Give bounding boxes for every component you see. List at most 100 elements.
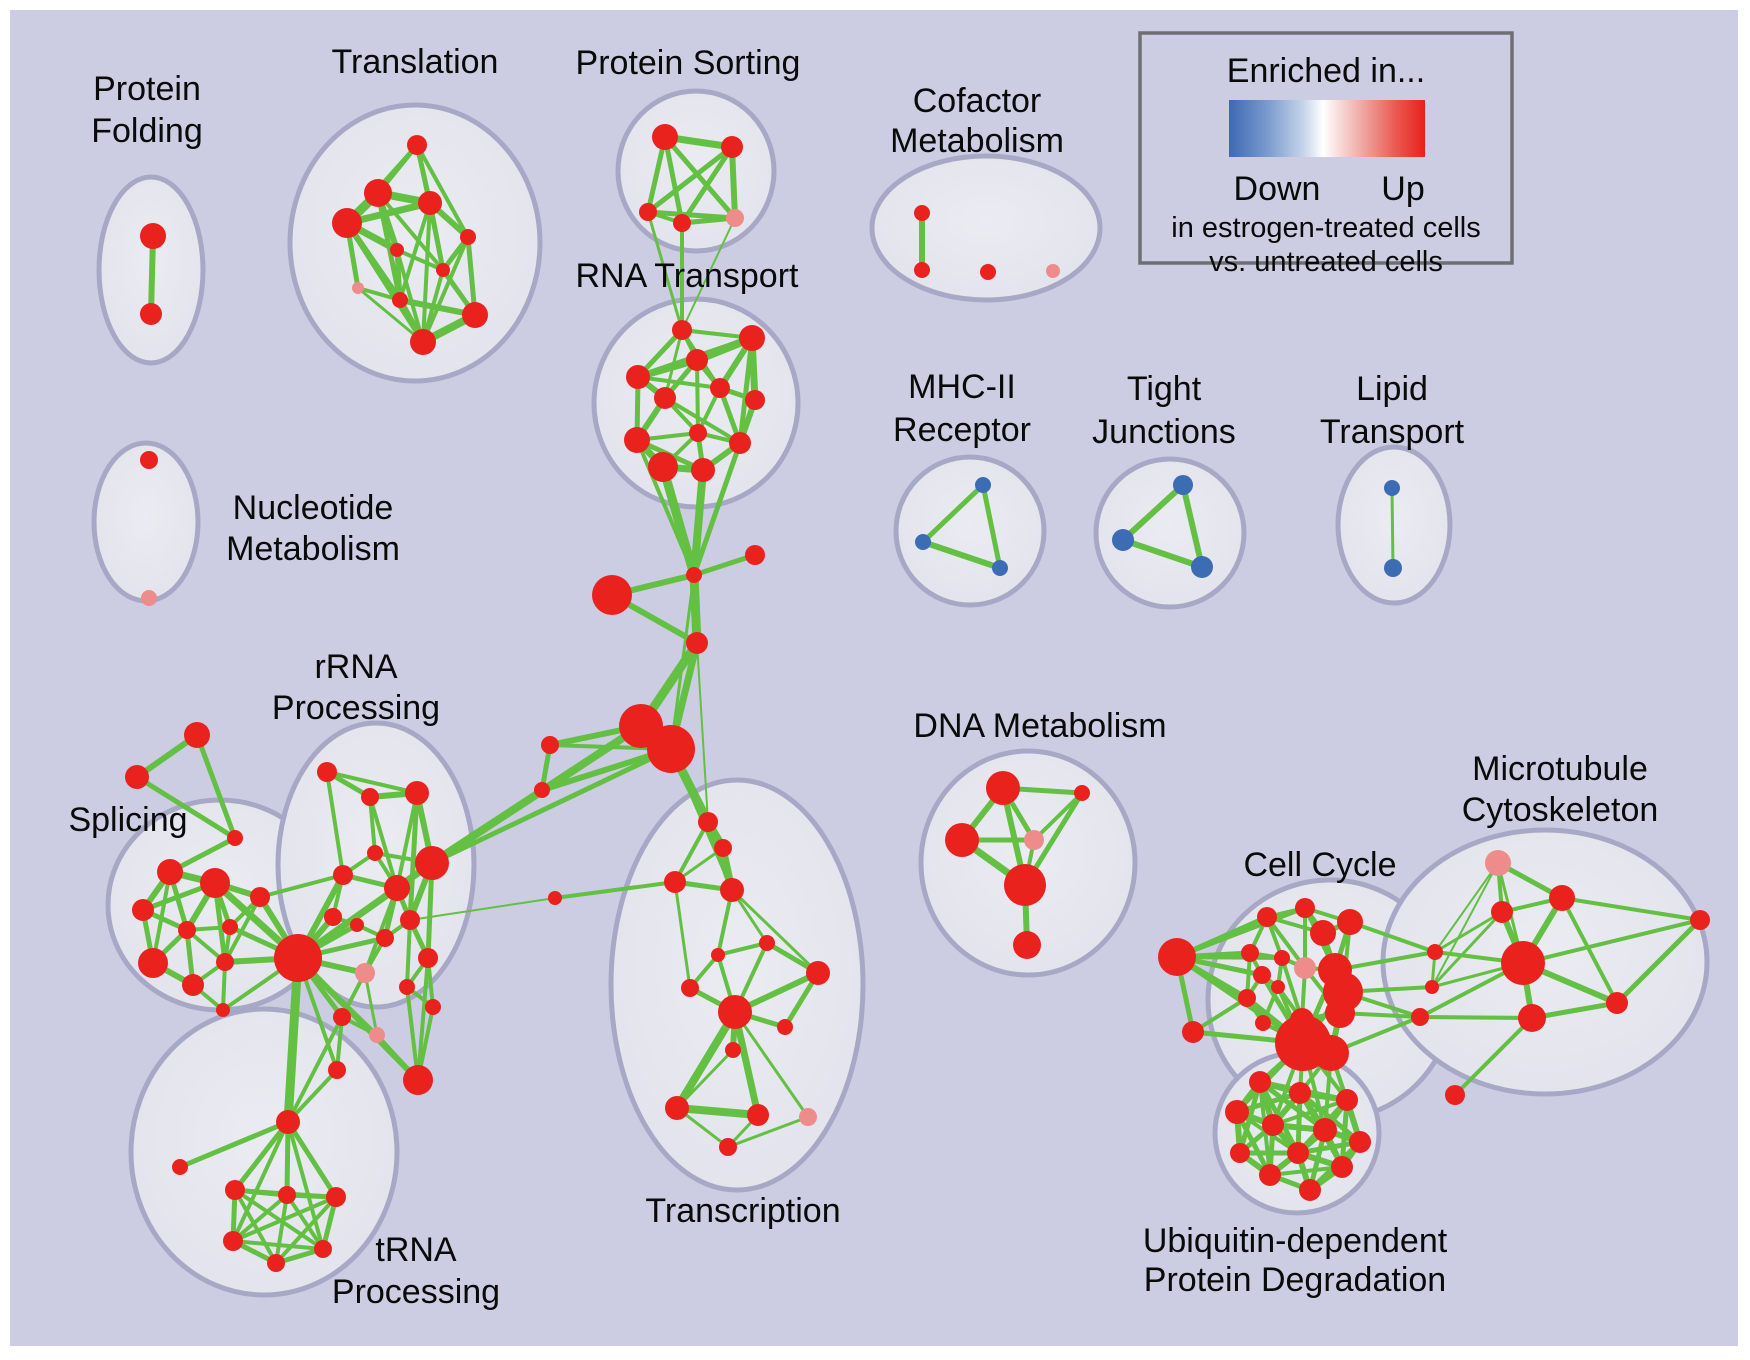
gene-set-node-rt2[interactable] [739,325,765,351]
gene-set-node-tc13[interactable] [665,1096,689,1120]
gene-set-node-rr13[interactable] [333,1008,351,1026]
gene-set-node-tc1[interactable] [698,812,718,832]
gene-set-node-h2[interactable] [647,725,695,773]
gene-set-node-cf4[interactable] [1046,264,1060,278]
gene-set-node-cc14[interactable] [1325,998,1355,1028]
gene-set-node-tc4[interactable] [720,878,744,902]
gene-set-node-rr18[interactable] [403,1065,433,1095]
gene-set-node-tr5[interactable] [460,229,476,245]
gene-set-node-ccB2[interactable] [1313,1035,1349,1071]
gene-set-node-rt11[interactable] [648,452,678,482]
gene-set-node-ub10[interactable] [1259,1164,1281,1186]
gene-set-node-ps2[interactable] [721,136,743,158]
gene-set-node-cc10[interactable] [1271,980,1285,994]
gene-set-node-tnA[interactable] [225,1180,245,1200]
gene-set-node-ccLb[interactable] [1182,1021,1204,1043]
gene-set-node-cc1[interactable] [1257,907,1277,927]
gene-set-node-L1[interactable] [541,736,559,754]
gene-set-node-mt6[interactable] [1606,992,1628,1014]
gene-set-node-nm1[interactable] [140,451,158,469]
gene-set-node-cc5[interactable] [1241,944,1259,962]
gene-set-node-tr9[interactable] [392,292,408,308]
gene-set-node-tr1[interactable] [407,135,427,155]
gene-set-node-dm6[interactable] [1013,931,1041,959]
gene-set-node-tnC[interactable] [326,1187,346,1207]
gene-set-node-sp2[interactable] [200,868,230,898]
gene-set-node-rr14[interactable] [369,1027,385,1043]
gene-set-node-tc3[interactable] [664,871,686,893]
gene-set-node-cc7[interactable] [1294,957,1316,979]
gene-set-node-sp6[interactable] [250,887,270,907]
gene-set-node-tr8[interactable] [352,282,364,294]
gene-set-node-ps1[interactable] [652,124,678,150]
gene-set-node-cc6[interactable] [1274,950,1290,966]
gene-set-node-rr19[interactable] [328,1061,346,1079]
gene-set-node-tc5[interactable] [548,891,562,905]
gene-set-node-pf2[interactable] [140,303,162,325]
gene-set-node-tc15[interactable] [799,1108,817,1126]
gene-set-node-ccL[interactable] [1158,938,1196,976]
gene-set-node-cf3[interactable] [980,264,996,280]
gene-set-node-c3[interactable] [745,545,765,565]
gene-set-node-spB[interactable] [125,765,149,789]
gene-set-node-L2[interactable] [534,782,550,798]
gene-set-node-ccJ2[interactable] [1425,980,1439,994]
gene-set-node-tr11[interactable] [410,329,436,355]
gene-set-node-mt5[interactable] [1518,1004,1546,1032]
gene-set-node-ub5[interactable] [1262,1114,1284,1136]
gene-set-node-tc12[interactable] [725,1042,741,1058]
gene-set-node-tnF[interactable] [267,1254,285,1272]
gene-set-node-rt10[interactable] [729,432,751,454]
gene-set-node-tnB[interactable] [278,1186,296,1204]
gene-set-node-dm3[interactable] [945,823,979,857]
gene-set-node-ps3[interactable] [639,203,657,221]
gene-set-node-nm2[interactable] [141,590,157,606]
gene-set-node-tc6[interactable] [711,948,725,962]
gene-set-node-rt8[interactable] [689,424,707,442]
gene-set-node-mt7[interactable] [1690,910,1710,930]
gene-set-node-cc4[interactable] [1337,909,1363,935]
gene-set-node-ps5[interactable] [726,209,744,227]
gene-set-node-rr9[interactable] [350,918,364,932]
gene-set-node-mh2[interactable] [915,534,931,550]
gene-set-node-rr15[interactable] [399,979,415,995]
gene-set-node-mh3[interactable] [992,560,1008,576]
gene-set-node-rr5[interactable] [333,865,353,885]
gene-set-node-cc2[interactable] [1295,898,1315,918]
gene-set-node-sp7[interactable] [138,948,168,978]
gene-set-node-rr2[interactable] [361,788,379,806]
gene-set-node-tc8[interactable] [806,961,830,985]
gene-set-node-ub11[interactable] [1331,1156,1353,1178]
gene-set-node-mt8[interactable] [1445,1085,1465,1105]
gene-set-node-rr6[interactable] [384,875,410,901]
gene-set-node-lp1[interactable] [1384,480,1400,496]
gene-set-node-sp9[interactable] [216,953,234,971]
gene-set-node-ccJ1[interactable] [1427,944,1443,960]
gene-set-node-tr3[interactable] [418,191,442,215]
gene-set-node-rt12[interactable] [691,458,715,482]
gene-set-node-tr4[interactable] [332,208,362,238]
gene-set-node-rr7[interactable] [415,846,449,880]
gene-set-node-ub2[interactable] [1289,1082,1311,1104]
gene-set-node-c4[interactable] [686,632,708,654]
gene-set-node-sp5[interactable] [222,919,238,935]
gene-set-node-spA[interactable] [184,722,210,748]
gene-set-node-mt2[interactable] [1549,885,1575,911]
gene-set-node-pf1[interactable] [140,223,166,249]
gene-set-node-rt5[interactable] [710,378,730,398]
gene-set-node-c2[interactable] [592,575,632,615]
gene-set-node-rr1[interactable] [317,762,337,782]
gene-set-node-j1[interactable] [686,567,702,583]
gene-set-node-rt4[interactable] [626,365,650,389]
gene-set-node-tc10[interactable] [718,995,752,1029]
gene-set-node-rr16[interactable] [418,948,438,968]
gene-set-node-cc15[interactable] [1255,1015,1271,1031]
gene-set-node-cc11[interactable] [1238,989,1256,1007]
gene-set-node-rt1[interactable] [672,320,692,340]
gene-set-node-tr10[interactable] [462,302,488,328]
gene-set-node-rt7[interactable] [745,390,765,410]
gene-set-node-rr3[interactable] [405,781,429,805]
gene-set-node-dm4[interactable] [1024,830,1044,850]
gene-set-node-tj2[interactable] [1112,529,1134,551]
gene-set-node-rr12[interactable] [355,963,375,983]
